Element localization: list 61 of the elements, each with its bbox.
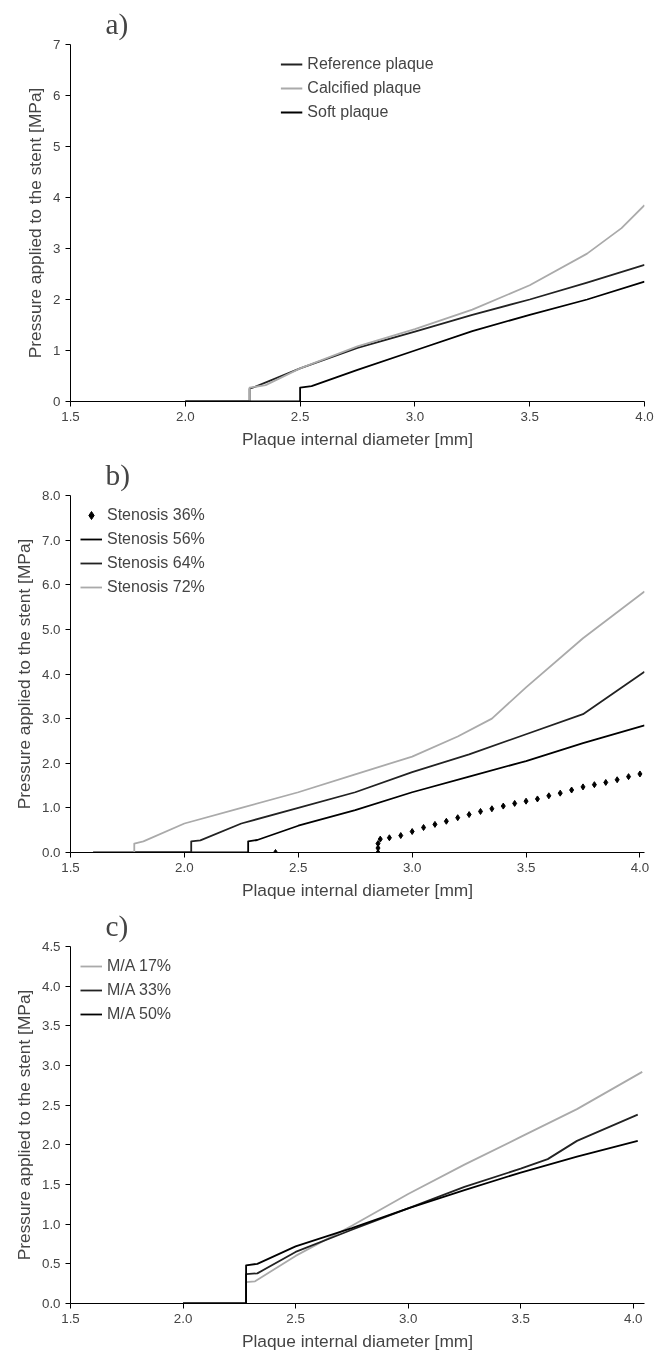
y-tick-label: 0.5 [41,1256,61,1272]
legend-label: M/A 17% [107,957,172,975]
y-tick-label: 3.5 [41,1018,61,1034]
y-tick-label: 0.0 [41,1296,61,1311]
y-tick-label: 4.5 [41,939,61,954]
chart-title: c) [105,909,129,943]
y-axis-title: Pressure applied to the stent [MPa] [13,538,34,810]
y-tick-label: 1.0 [41,1216,61,1232]
y-tick-label: 1.5 [41,1177,61,1192]
y-tick-label: 6.0 [41,577,61,593]
y-tick-label: 8.0 [41,488,61,503]
x-tick-label: 3.5 [516,859,536,875]
x-tick-label: 2.0 [175,859,194,875]
legend-label: Soft plaque [307,103,389,121]
x-tick-label: 3.5 [511,1310,530,1326]
x-tick-label: 4.0 [623,1310,643,1326]
y-tick-label: 1.0 [41,800,61,816]
y-tick-label: 2.0 [41,1137,61,1153]
y-tick-label: 7 [53,37,61,52]
y-tick-label: 7.0 [41,532,61,548]
chart-title: b) [105,458,130,492]
y-tick-label: 2.5 [41,1097,61,1113]
x-tick-label: 2.0 [176,408,195,424]
legend-label: Stenosis 64% [107,554,205,572]
y-tick-label: 4.0 [41,978,61,994]
legend-label: M/A 33% [107,981,172,999]
y-axis-title: Pressure applied to the stent [MPa] [13,989,34,1261]
x-axis-title: Plaque internal diameter [mm] [241,879,474,900]
x-tick-label: 4.0 [635,408,654,424]
legend-label: Stenosis 56% [107,530,205,548]
legend-label: Stenosis 36% [107,506,205,524]
x-tick-label: 2.5 [290,408,310,424]
y-tick-label: 3.0 [41,711,61,727]
x-tick-label: 3.5 [520,408,539,424]
legend-label: Reference plaque [307,55,434,73]
x-axis-title: Plaque internal diameter [mm] [241,428,474,449]
y-tick-label: 2 [53,292,61,307]
x-tick-label: 2.5 [286,1310,305,1326]
x-tick-label: 3.0 [405,408,425,424]
y-tick-label: 1 [53,343,61,358]
x-tick-label: 4.0 [630,859,650,875]
x-tick-label: 3.0 [402,859,422,875]
y-axis-title: Pressure applied to the stent [MPa] [25,87,46,359]
legend-label: Calcified plaque [307,79,422,97]
y-tick-label: 6 [53,88,61,103]
y-tick-label: 4 [53,190,62,205]
y-tick-label: 0 [53,394,61,409]
y-tick-label: 5 [53,139,61,154]
y-tick-label: 3.0 [41,1058,61,1073]
legend-label: M/A 50% [107,1005,172,1023]
y-tick-label: 2.0 [41,755,61,771]
x-tick-label: 2.0 [173,1310,193,1326]
x-tick-label: 2.5 [289,859,308,875]
y-tick-label: 5.0 [41,621,61,637]
y-tick-label: 0.0 [41,845,61,860]
chart-title: a) [105,7,129,41]
x-tick-label: 3.0 [398,1310,418,1326]
x-axis-title: Plaque internal diameter [mm] [241,1330,474,1351]
y-tick-label: 3 [53,241,61,256]
legend-label: Stenosis 72% [107,578,205,596]
y-tick-label: 4.0 [41,666,61,682]
